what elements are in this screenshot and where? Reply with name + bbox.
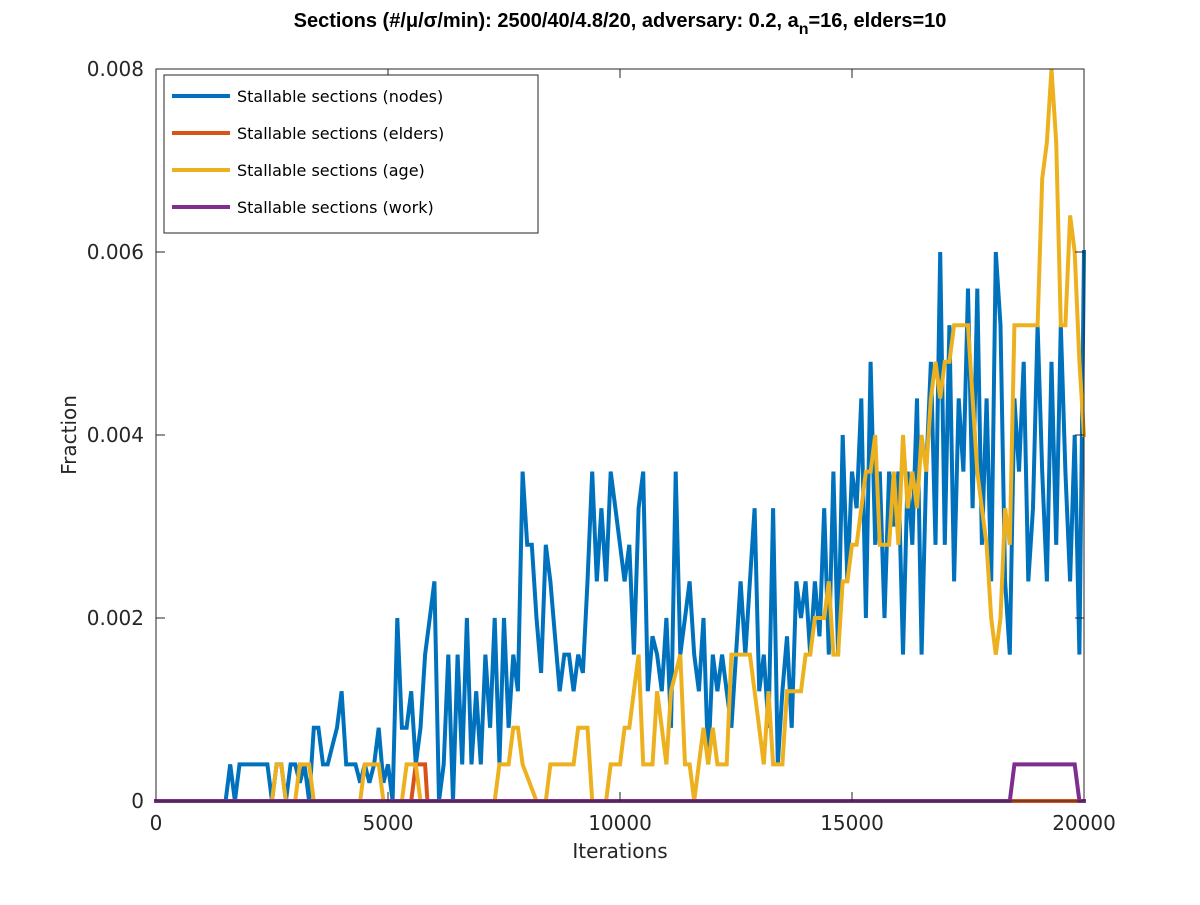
legend-label-2: Stallable sections (elders): [237, 124, 444, 143]
axis-ticks: 0 5000 10000 15000 20000 0 0.002 0.004 0.006 0.00…: [87, 57, 1116, 835]
y-axis-label: Fraction: [57, 395, 81, 475]
x-tick-label: 15000: [820, 811, 884, 835]
x-tick-label: 10000: [588, 811, 652, 835]
chart-title-main: Sections (#/μ/σ/min): 2500/40/4.8/20, ad…: [293, 10, 799, 32]
series-line-3: [154, 68, 1087, 803]
x-tick-label: 20000: [1052, 811, 1116, 835]
y-tick-label: 0.002: [87, 606, 144, 630]
x-tick-label: 5000: [363, 811, 414, 835]
y-tick-label: 0.004: [87, 423, 144, 447]
series-line-1: [154, 249, 1087, 803]
y-tick-label: 0.008: [87, 57, 144, 81]
x-axis-label: Iterations: [572, 839, 667, 863]
legend-label-3: Stallable sections (age): [237, 161, 425, 180]
chart-title: Sections (#/μ/σ/min): 2500/40/4.8/20, ad…: [0, 10, 1200, 38]
chart-title-subscript: n: [798, 21, 809, 38]
y-tick-label: 0: [131, 789, 144, 813]
chart-title-tail: =16, elders=10: [808, 10, 947, 32]
x-tick-label: 0: [150, 811, 163, 835]
y-tick-label: 0.006: [87, 240, 144, 264]
legend-label-4: Stallable sections (work): [237, 198, 434, 217]
legend-label-1: Stallable sections (nodes): [237, 87, 443, 106]
legend: Stallable sections (nodes) Stallable sect…: [163, 74, 539, 234]
